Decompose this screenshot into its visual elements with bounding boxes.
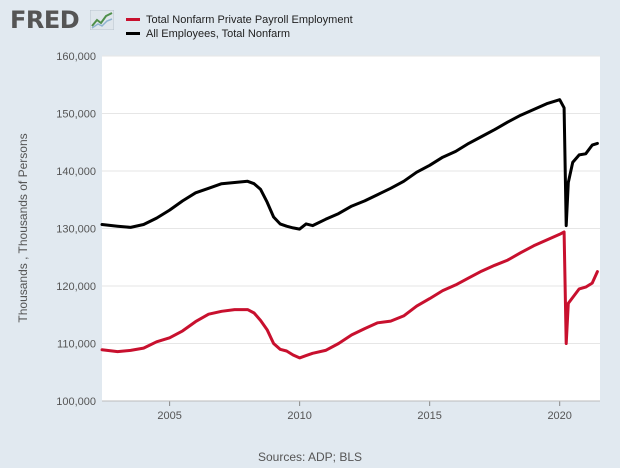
legend-label-total-nonfarm: All Employees, Total Nonfarm: [146, 28, 291, 40]
fred-logo[interactable]: FRED: [10, 6, 80, 34]
x-axis-ticks: 2005 2010 2015 2020: [102, 400, 600, 422]
series-line-total-nonfarm: [100, 98, 599, 231]
series-line-private-payroll: [100, 230, 599, 360]
y-tick-label: 110,000: [57, 339, 96, 351]
y-tick-label: 120,000: [56, 281, 96, 293]
x-tick-label: 2020: [547, 410, 571, 422]
header: FRED Total Nonfarm Private Payroll Emplo…: [0, 0, 620, 50]
y-tick-label: 150,000: [56, 109, 96, 121]
x-tick-label: 2010: [287, 410, 311, 422]
series-lines: [100, 98, 599, 360]
legend-item-total-nonfarm[interactable]: All Employees, Total Nonfarm: [126, 27, 290, 41]
x-tick-label: 2005: [157, 410, 181, 422]
x-tick-label: 2015: [417, 410, 441, 422]
fred-chart-icon: [90, 10, 114, 30]
y-tick-label: 160,000: [56, 51, 96, 63]
y-tick-label: 140,000: [56, 166, 96, 178]
legend-item-private-payroll[interactable]: Total Nonfarm Private Payroll Employment: [126, 13, 353, 27]
y-tick-label: 130,000: [56, 224, 96, 236]
y-axis-label: Thousands , Thousands of Persons: [16, 133, 30, 322]
y-tick-label: 100,000: [56, 396, 96, 408]
legend-swatch-private-payroll: [126, 17, 140, 21]
y-axis-ticks: 100,000 110,000 120,000 130,000 140,000 150,0…: [56, 51, 96, 408]
legend-swatch-total-nonfarm: [126, 31, 140, 35]
source-note: Sources: ADP; BLS: [257, 450, 363, 464]
legend-label-private-payroll: Total Nonfarm Private Payroll Employment: [146, 14, 353, 26]
